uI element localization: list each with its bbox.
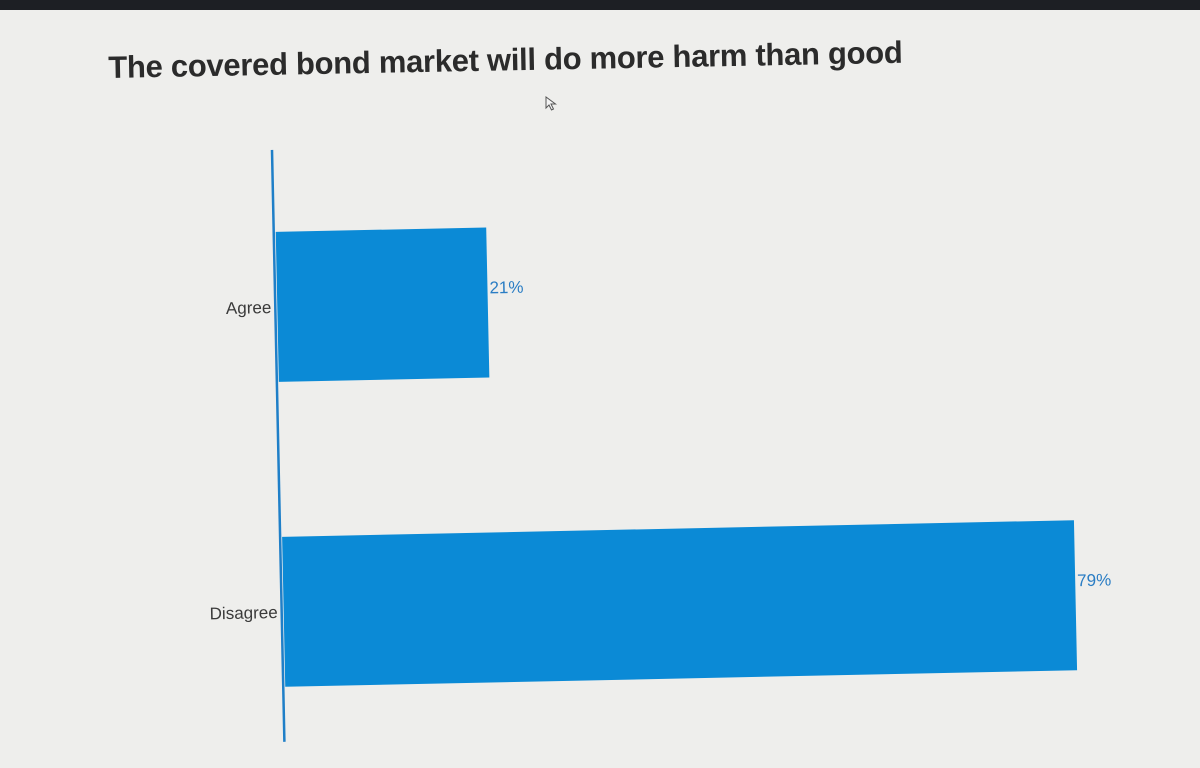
value-label-agree: 21% (489, 278, 523, 298)
y-axis-line (270, 149, 286, 742)
category-label-agree: Agree (226, 298, 272, 318)
bar-disagree (282, 520, 1078, 687)
monitor-bezel (0, 0, 1200, 10)
mouse-pointer-icon (545, 96, 558, 111)
category-label-disagree: Disagree (209, 603, 277, 623)
bar-agree (275, 227, 490, 382)
value-label-disagree: 79% (1077, 570, 1111, 590)
